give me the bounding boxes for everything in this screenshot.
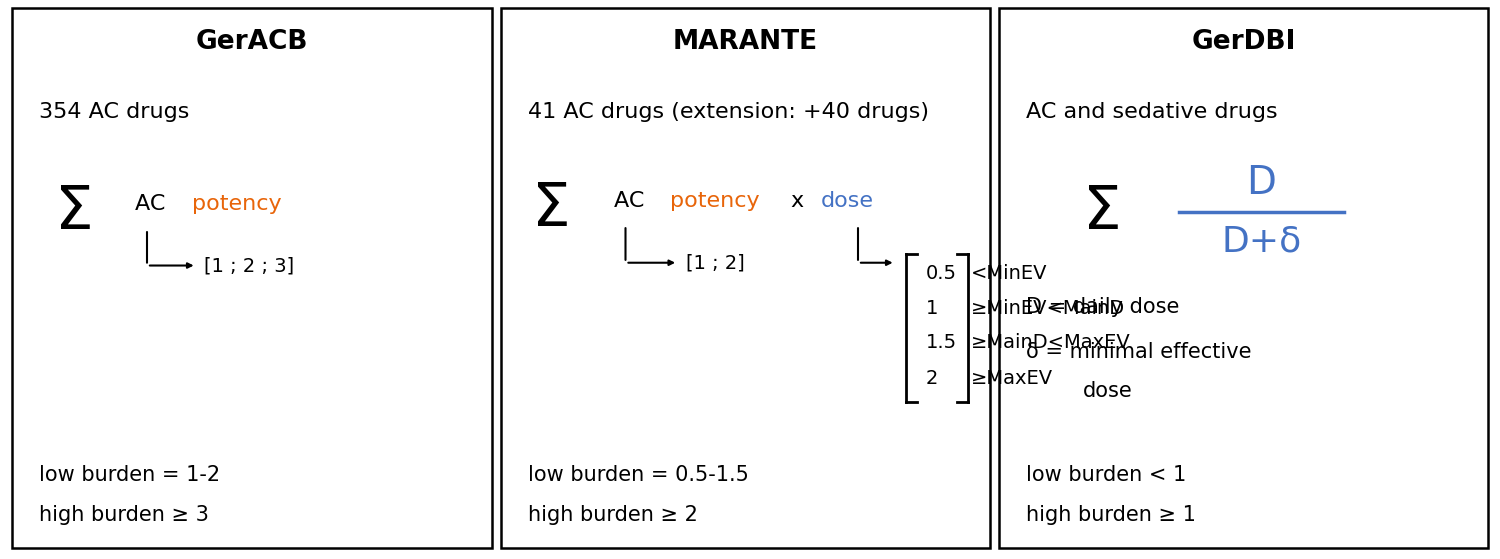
Text: D+δ: D+δ (1221, 225, 1302, 258)
Text: high burden ≥ 2: high burden ≥ 2 (528, 505, 698, 525)
Text: [1 ; 2 ; 3]: [1 ; 2 ; 3] (204, 256, 294, 275)
Text: MARANTE: MARANTE (674, 29, 818, 55)
Text: low burden < 1: low burden < 1 (1026, 465, 1186, 485)
Text: AC: AC (614, 191, 651, 211)
Text: ≥MainD<MaxEV: ≥MainD<MaxEV (970, 333, 1131, 352)
Text: δ = minimal effective: δ = minimal effective (1026, 342, 1251, 362)
Text: GerACB: GerACB (195, 29, 309, 55)
Text: potency: potency (192, 194, 282, 214)
Text: dose: dose (821, 191, 873, 211)
Bar (12, 8, 492, 548)
Text: low burden = 1-2: low burden = 1-2 (39, 465, 220, 485)
Text: 41 AC drugs (extension: +40 drugs): 41 AC drugs (extension: +40 drugs) (528, 102, 928, 122)
Text: $\Sigma$: $\Sigma$ (1082, 183, 1119, 242)
Text: D: D (1246, 164, 1276, 202)
Text: low burden = 0.5-1.5: low burden = 0.5-1.5 (528, 465, 748, 485)
Text: [1 ; 2]: [1 ; 2] (686, 253, 744, 272)
Text: 354 AC drugs: 354 AC drugs (39, 102, 189, 122)
Text: AC: AC (135, 194, 172, 214)
Text: ≥MinEV<MainD: ≥MinEV<MainD (970, 299, 1125, 318)
Text: 1.5: 1.5 (926, 333, 957, 352)
Text: D = daily dose: D = daily dose (1026, 297, 1179, 318)
Text: AC and sedative drugs: AC and sedative drugs (1026, 102, 1278, 122)
Text: high burden ≥ 3: high burden ≥ 3 (39, 505, 209, 525)
Text: $\Sigma$: $\Sigma$ (531, 180, 567, 239)
Text: dose: dose (1083, 381, 1132, 401)
Text: potency: potency (670, 191, 760, 211)
Text: 1: 1 (926, 299, 938, 318)
Text: <MinEV: <MinEV (970, 264, 1047, 283)
Text: 0.5: 0.5 (926, 264, 957, 283)
Bar (501, 8, 990, 548)
Text: ≥MaxEV: ≥MaxEV (970, 369, 1053, 388)
Text: $\Sigma$: $\Sigma$ (54, 183, 90, 242)
Text: x: x (790, 191, 804, 211)
Text: high burden ≥ 1: high burden ≥ 1 (1026, 505, 1196, 525)
Text: GerDBI: GerDBI (1191, 29, 1296, 55)
Text: 2: 2 (926, 369, 938, 388)
Bar (999, 8, 1488, 548)
